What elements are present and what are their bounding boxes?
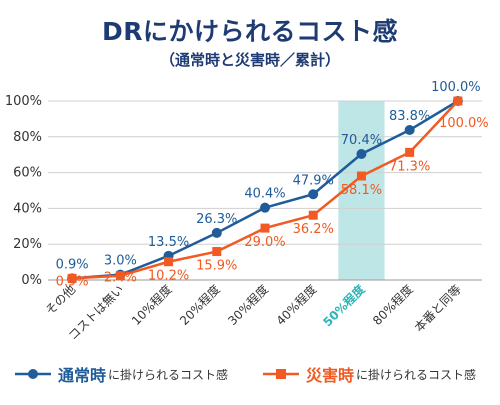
- data-label: 40.4%: [244, 187, 285, 202]
- y-tick-label: 40%: [13, 201, 42, 216]
- data-label: 36.2%: [293, 222, 334, 237]
- data-label: 83.8%: [389, 109, 430, 124]
- x-tick-label: 本番と同等: [412, 282, 464, 334]
- data-point: [356, 171, 366, 181]
- legend-marker-disaster: [263, 369, 299, 379]
- data-label: 71.3%: [389, 159, 430, 174]
- legend-series-suffix-disaster: に掛けられるコスト感: [356, 367, 477, 382]
- data-label: 3.0%: [104, 254, 137, 269]
- legend-marker-normal: [15, 369, 51, 379]
- data-point: [164, 257, 174, 267]
- data-label: 47.9%: [293, 173, 334, 188]
- data-point: [453, 96, 463, 106]
- x-tick-label: 80%程度: [369, 282, 415, 328]
- data-label: 13.5%: [148, 235, 189, 250]
- y-tick-label: 20%: [13, 237, 42, 252]
- chart-subtitle: （通常時と災害時／累計）: [159, 51, 340, 69]
- legend-item-disaster: 災害時 に掛けられるコスト感: [262, 360, 476, 388]
- data-label: 70.4%: [341, 133, 382, 148]
- data-label: 26.3%: [196, 212, 237, 227]
- y-tick-label: 60%: [13, 166, 42, 181]
- data-label: 58.1%: [341, 183, 382, 198]
- data-label: 100.0%: [431, 80, 481, 95]
- data-label: 100.0%: [439, 116, 489, 131]
- x-tick-label: 30%程度: [225, 282, 271, 328]
- x-tick-label: 50%程度: [320, 281, 369, 330]
- data-label: 0.9%: [56, 274, 89, 289]
- y-tick-label: 80%: [13, 130, 42, 145]
- data-label: 10.2%: [148, 269, 189, 284]
- legend-series-name-normal: 通常時: [58, 366, 107, 385]
- x-tick-label: 10%程度: [128, 282, 174, 328]
- x-tick-label: 40%程度: [273, 282, 319, 328]
- data-point: [405, 147, 415, 157]
- data-label: 15.9%: [196, 259, 237, 274]
- data-point: [356, 148, 367, 159]
- data-label: 2.4%: [104, 271, 137, 286]
- x-tick-label: 20%程度: [176, 282, 222, 328]
- data-point: [404, 124, 415, 135]
- data-point: [308, 210, 318, 220]
- data-label: 29.0%: [244, 235, 285, 250]
- y-tick-label: 100%: [5, 94, 42, 109]
- data-point: [308, 189, 319, 200]
- chart-title: DRにかけられるコスト感: [101, 17, 398, 46]
- legend-item-normal: 通常時 に掛けられるコスト感: [14, 360, 228, 388]
- legend-series-name-disaster: 災害時: [306, 366, 355, 385]
- y-tick-label: 0%: [21, 273, 42, 288]
- data-point: [67, 273, 77, 283]
- data-point: [211, 227, 222, 238]
- data-point: [260, 202, 270, 213]
- legend-series-suffix-normal: に掛けられるコスト感: [108, 367, 229, 382]
- data-point: [115, 271, 125, 281]
- data-label: 0.9%: [56, 257, 89, 272]
- data-point: [260, 223, 270, 233]
- data-point: [212, 247, 222, 257]
- highlight-band: [338, 101, 385, 280]
